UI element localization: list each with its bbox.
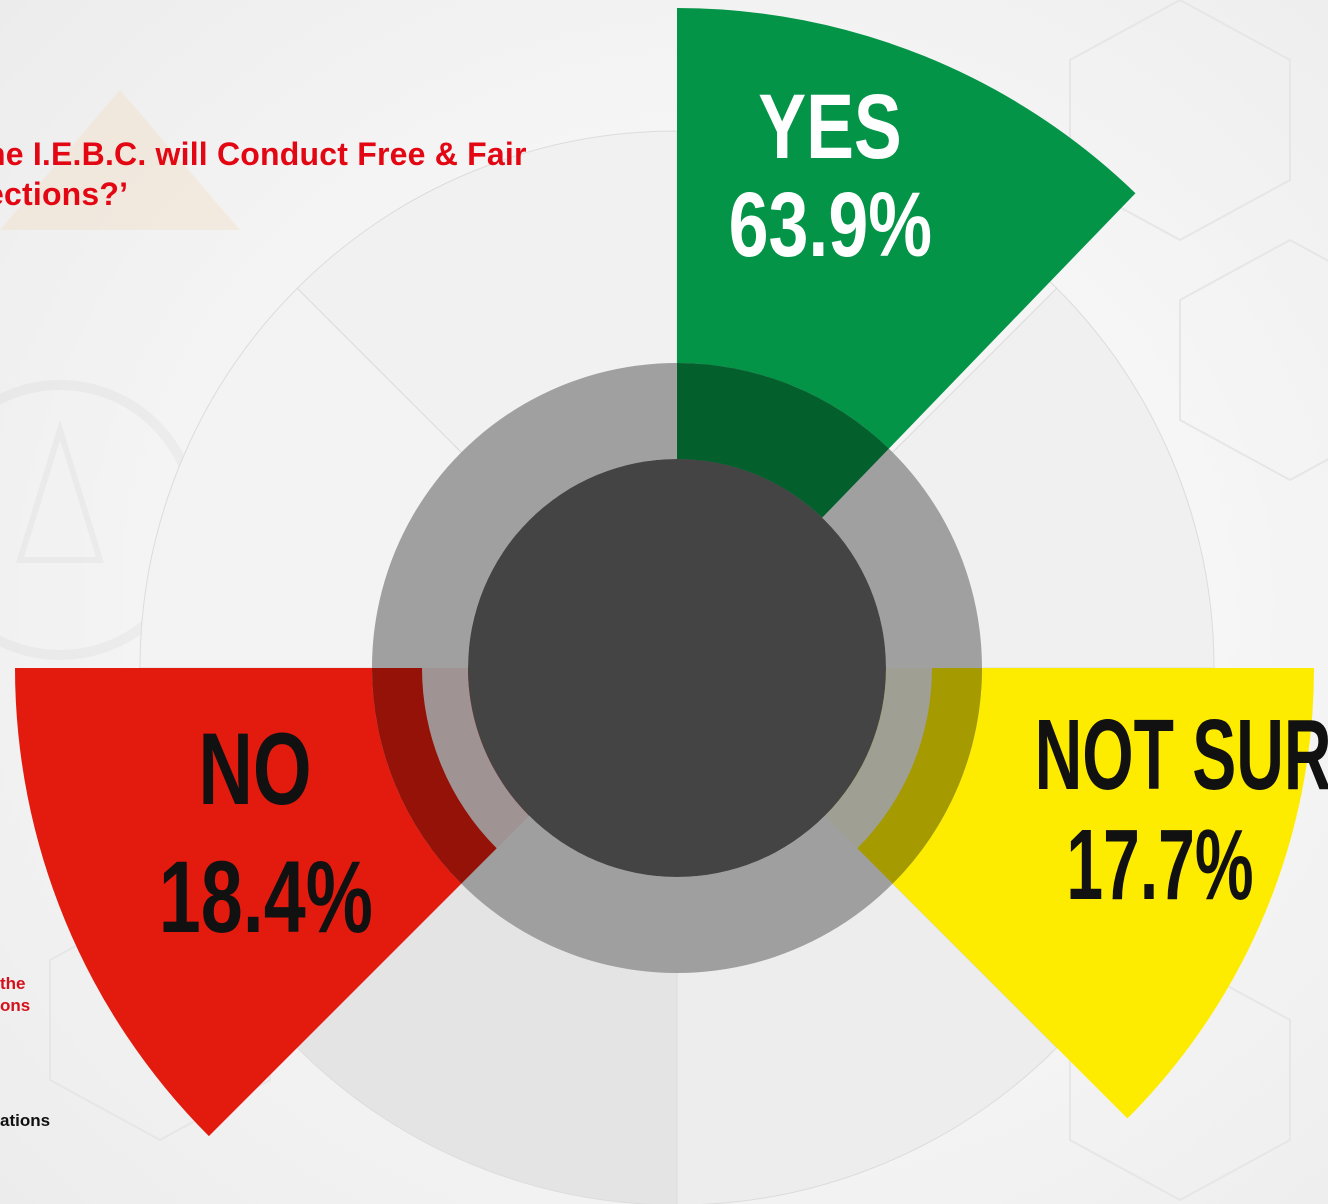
footnote-red: the ons [0,973,30,1017]
ring-not-sure-tint [857,668,982,884]
footnote-red-line-1: the [0,974,26,993]
slice-label-no-name: NO [198,712,312,826]
chart-title: he I.E.B.C. will Conduct Free & Fair ect… [0,134,527,214]
slice-label-not-sure-name: NOT SURE [1034,699,1328,811]
title-line-1: he I.E.B.C. will Conduct Free & Fair [0,136,527,172]
ring-yes-tint [677,363,889,518]
slice-label-yes-name: YES [758,76,902,178]
slice-label-yes-value: 63.9% [728,174,933,276]
slice-label-yes: YES 63.9% [729,78,932,274]
chart-ring [371,363,982,974]
slice-label-not-sure-value: 17.7% [1066,809,1254,921]
title-line-2: ections?’ [0,176,129,212]
footnote-black: ations [0,1111,51,1130]
chart-hub [468,459,886,877]
slice-label-not-sure: NOT SURE 17.7% [1034,699,1328,921]
slice-label-no-value: 18.4% [158,840,373,954]
ring-no-tint [372,668,497,884]
ring-band [371,363,982,974]
footnote-red-line-2: ons [0,996,31,1015]
slice-label-no: NO 18.4% [158,705,373,961]
